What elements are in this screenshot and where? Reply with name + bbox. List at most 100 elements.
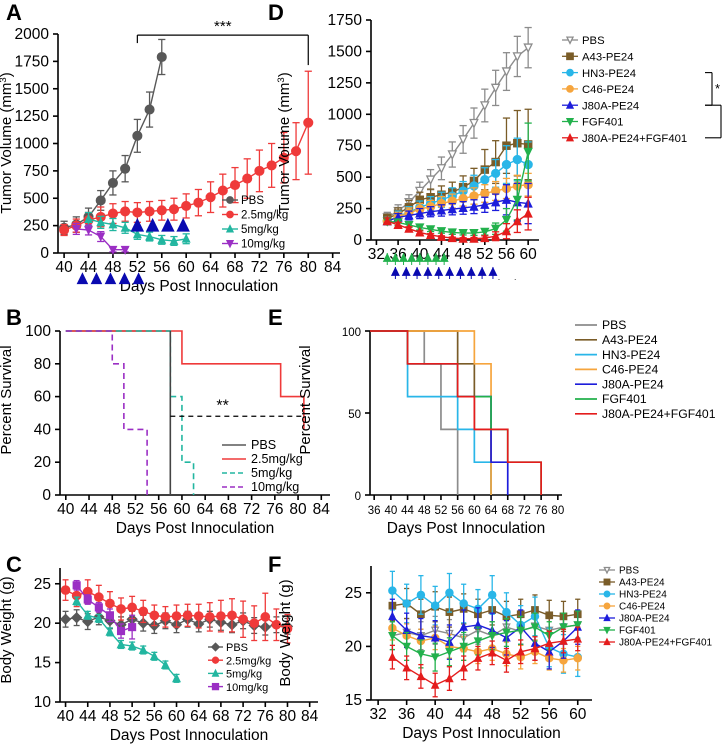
svg-text:PBS: PBS xyxy=(619,566,639,577)
svg-text:56: 56 xyxy=(153,259,170,276)
svg-text:FGF401: FGF401 xyxy=(619,626,656,637)
svg-text:500: 500 xyxy=(336,169,362,186)
svg-text:HN3-PE24: HN3-PE24 xyxy=(582,68,636,80)
svg-text:1250: 1250 xyxy=(328,75,363,92)
svg-text:Percent Survival: Percent Survival xyxy=(0,345,15,454)
svg-text:Days Post Innoculation: Days Post Innoculation xyxy=(120,278,279,295)
svg-text:25: 25 xyxy=(345,585,362,602)
svg-text:D: D xyxy=(268,0,284,25)
svg-text:60: 60 xyxy=(468,505,481,517)
svg-text:15: 15 xyxy=(345,692,362,709)
svg-text:44: 44 xyxy=(79,708,97,725)
svg-text:250: 250 xyxy=(23,218,49,235)
svg-text:68: 68 xyxy=(501,505,514,517)
svg-text:20: 20 xyxy=(345,638,363,655)
svg-text:36: 36 xyxy=(398,706,415,723)
svg-text:56: 56 xyxy=(541,706,558,723)
svg-text:Percent Survival: Percent Survival xyxy=(297,345,314,454)
svg-text:56: 56 xyxy=(146,708,163,725)
svg-text:100: 100 xyxy=(342,327,361,339)
svg-text:64: 64 xyxy=(485,505,498,517)
svg-text:72: 72 xyxy=(243,501,260,518)
svg-text:52: 52 xyxy=(435,505,448,517)
svg-text:PBS: PBS xyxy=(241,195,264,207)
svg-text:20: 20 xyxy=(34,454,52,471)
svg-text:50: 50 xyxy=(348,409,361,421)
svg-text:40: 40 xyxy=(34,421,52,438)
svg-text:0: 0 xyxy=(42,487,51,504)
svg-text:32: 32 xyxy=(368,246,385,263)
svg-text:44: 44 xyxy=(455,706,473,723)
svg-text:0: 0 xyxy=(353,232,362,249)
svg-text:PBS: PBS xyxy=(602,318,626,332)
svg-text:0: 0 xyxy=(40,245,49,262)
svg-text:72: 72 xyxy=(234,708,251,725)
svg-text:48: 48 xyxy=(104,501,121,518)
svg-text:Days Post Innoculation: Days Post Innoculation xyxy=(376,278,535,280)
svg-text:15: 15 xyxy=(34,655,51,672)
svg-text:0: 0 xyxy=(355,491,361,503)
svg-text:52: 52 xyxy=(512,706,529,723)
svg-text:J80A-PE24+FGF401: J80A-PE24+FGF401 xyxy=(582,133,687,145)
svg-text:1750: 1750 xyxy=(15,53,50,70)
svg-text:Days Post Innoculation: Days Post Innoculation xyxy=(116,520,275,537)
svg-text:5mg/kg: 5mg/kg xyxy=(226,669,262,681)
svg-text:64: 64 xyxy=(202,259,220,276)
svg-text:FGF401: FGF401 xyxy=(602,392,647,406)
svg-text:F: F xyxy=(268,552,281,577)
svg-text:***: *** xyxy=(214,18,232,35)
svg-text:B: B xyxy=(6,305,22,330)
svg-text:A: A xyxy=(6,0,22,25)
svg-text:48: 48 xyxy=(101,708,118,725)
svg-text:1250: 1250 xyxy=(15,108,50,125)
svg-text:500: 500 xyxy=(23,190,49,207)
svg-text:C46-PE24: C46-PE24 xyxy=(582,84,634,96)
svg-text:48: 48 xyxy=(418,505,431,517)
svg-text:**: ** xyxy=(216,397,228,414)
svg-text:750: 750 xyxy=(23,163,49,180)
svg-text:C46-PE24: C46-PE24 xyxy=(602,363,658,377)
svg-text:1000: 1000 xyxy=(15,136,50,153)
svg-text:1500: 1500 xyxy=(15,81,50,98)
svg-text:44: 44 xyxy=(80,501,98,518)
svg-text:32: 32 xyxy=(370,706,387,723)
svg-text:Tumor Volume (mm3): Tumor Volume (mm3) xyxy=(0,72,15,213)
svg-text:40: 40 xyxy=(57,501,75,518)
svg-text:48: 48 xyxy=(484,706,501,723)
svg-text:72: 72 xyxy=(518,505,531,517)
svg-text:A43-PE24: A43-PE24 xyxy=(602,333,658,347)
svg-text:64: 64 xyxy=(197,501,215,518)
svg-text:60: 60 xyxy=(520,246,538,263)
svg-text:100: 100 xyxy=(25,323,51,340)
svg-text:Days Post Innoculation: Days Post Innoculation xyxy=(402,725,561,742)
svg-text:*: * xyxy=(715,81,720,96)
svg-text:56: 56 xyxy=(498,246,515,263)
svg-text:Body Weight (g): Body Weight (g) xyxy=(0,576,15,683)
svg-text:40: 40 xyxy=(55,259,73,276)
svg-text:J80A-PE24+FGF401: J80A-PE24+FGF401 xyxy=(602,407,716,421)
svg-text:52: 52 xyxy=(127,501,144,518)
svg-text:60: 60 xyxy=(173,501,191,518)
svg-text:80: 80 xyxy=(551,505,564,517)
svg-text:52: 52 xyxy=(124,708,141,725)
svg-text:80: 80 xyxy=(34,356,52,373)
svg-text:52: 52 xyxy=(129,259,146,276)
svg-text:20: 20 xyxy=(34,615,52,632)
svg-text:56: 56 xyxy=(451,505,464,517)
svg-text:56: 56 xyxy=(150,501,167,518)
svg-text:C46-PE24: C46-PE24 xyxy=(619,602,666,613)
svg-text:2000: 2000 xyxy=(15,26,50,43)
svg-text:A43-PE24: A43-PE24 xyxy=(619,578,665,589)
svg-text:250: 250 xyxy=(336,201,362,218)
svg-text:Tumor Volume (mm3): Tumor Volume (mm3) xyxy=(276,72,294,213)
svg-text:44: 44 xyxy=(401,505,414,517)
svg-text:A43-PE24: A43-PE24 xyxy=(582,52,634,64)
svg-text:Body Weight (g): Body Weight (g) xyxy=(277,579,294,686)
svg-text:25: 25 xyxy=(34,576,51,593)
svg-text:1750: 1750 xyxy=(328,12,363,29)
svg-text:60: 60 xyxy=(34,389,52,406)
svg-text:60: 60 xyxy=(168,708,186,725)
svg-text:J80A-PE24: J80A-PE24 xyxy=(602,377,664,391)
svg-text:68: 68 xyxy=(212,708,229,725)
svg-text:Days Post Innoculation: Days Post Innoculation xyxy=(387,520,546,537)
